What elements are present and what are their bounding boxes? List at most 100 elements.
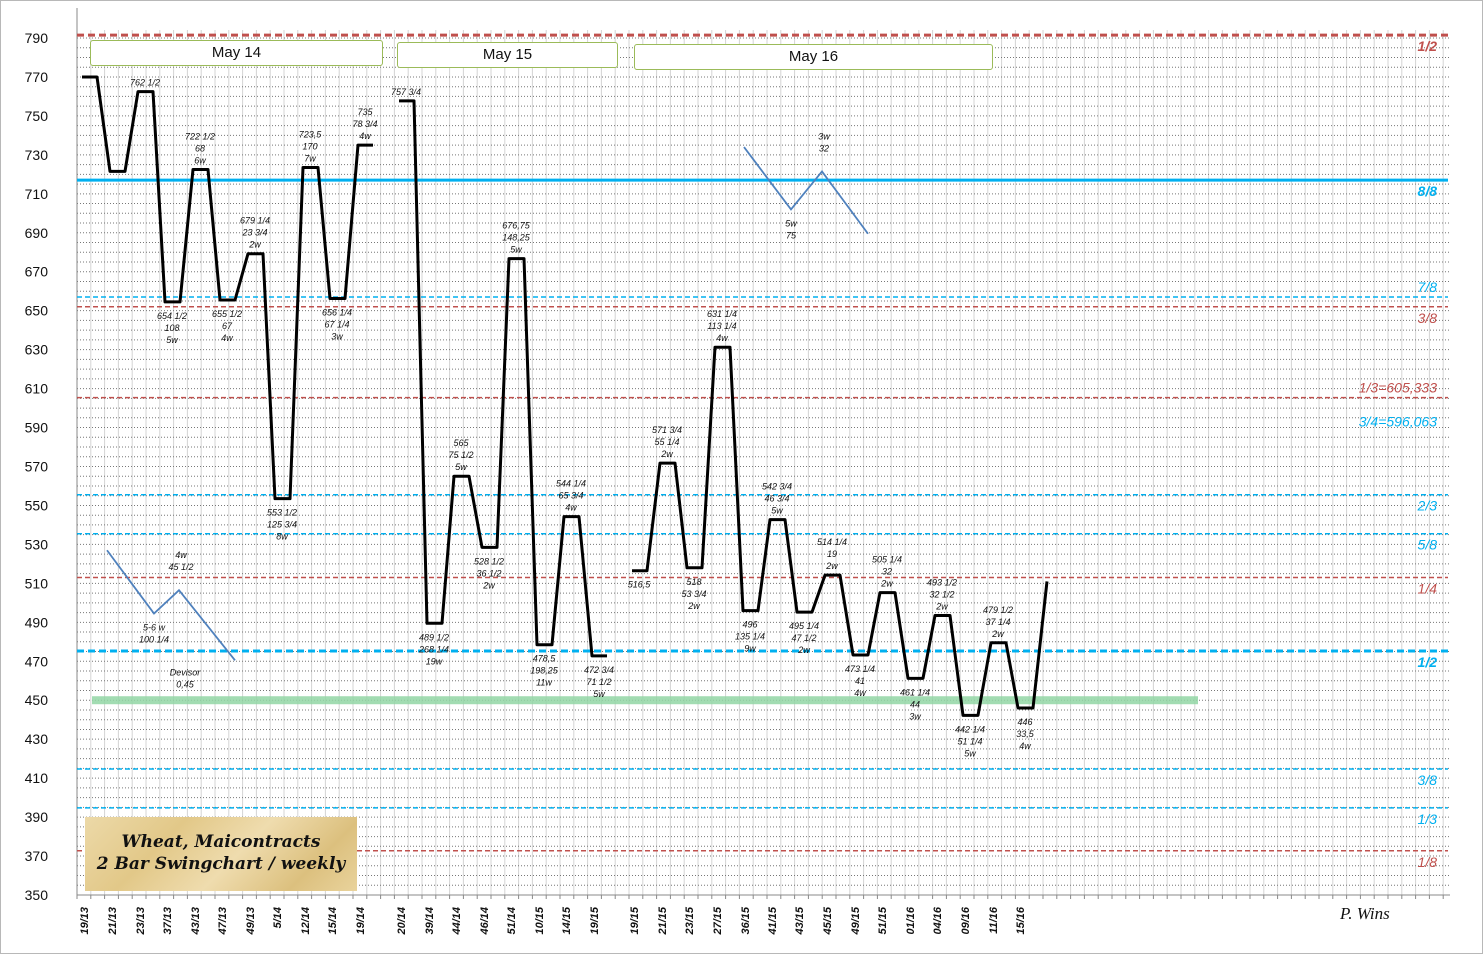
pattern-label: 4w [175,550,187,560]
level-label: 1/8 [1418,854,1438,870]
pivot-label: 442 1/4 [955,724,985,734]
pivot-label: 65 3/4 [558,491,583,501]
x-tick-label: 45/15 [822,906,834,935]
y-tick-label: 350 [25,887,49,903]
pivot-label: 78 3/4 [352,119,377,129]
pattern-label: 5w [785,218,797,228]
pivot-label: 51 1/4 [957,736,982,746]
y-tick-label: 670 [25,264,49,280]
y-tick-label: 790 [25,30,49,46]
y-tick-label: 730 [25,147,49,163]
pivot-label: 125 3/4 [267,520,297,530]
swing-line-segment [632,345,1049,717]
pivot-label: 33,5 [1016,729,1035,739]
pivot-label: 654 1/2 [157,311,187,321]
level-label: 1/3 [1418,811,1438,827]
y-tick-label: 530 [25,536,49,552]
x-tick-label: 27/15 [712,906,724,935]
pivot-label: 516,5 [628,580,652,590]
pivot-label: 495 1/4 [789,621,819,631]
pivot-label: 656 1/4 [322,308,352,318]
x-tick-label: 01/16 [905,906,917,934]
pivot-label: 493 1/2 [927,578,957,588]
pivot-label: 514 1/4 [817,537,847,547]
date-box-may-16: May 16 [634,44,993,70]
level-label: 1/3=605,333 [1359,380,1437,396]
level-label: 8/8 [1418,183,1438,199]
pivot-label: 11w [536,678,552,688]
pivot-label: 41 [855,676,865,686]
pivot-label: 2w [482,580,495,590]
pivot-label: 762 1/2 [130,78,160,88]
pivot-label: 446 [1017,717,1032,727]
y-tick-label: 770 [25,69,49,85]
level-label: 3/8 [1418,310,1438,326]
pivot-label: 2w [825,561,838,571]
support-band-450 [92,696,1198,705]
pivot-label: 170 [302,142,317,152]
pivot-label: 5w [510,245,522,255]
pivot-label: 47 1/2 [791,633,816,643]
x-tick-label: 12/14 [300,907,312,935]
pivot-label: 5w [964,748,976,758]
level-label: 3/4=596,063 [1359,414,1437,430]
pivot-label: 3w [909,711,921,721]
swing-pattern-line [743,146,869,235]
pattern-label: 45 1/2 [168,562,193,572]
y-tick-label: 590 [25,420,49,436]
pivot-label: 676,75 [502,221,531,231]
pattern-label: 3w [818,131,830,141]
swing-line-segment [399,99,607,658]
pivot-label: 2w [660,449,673,459]
y-tick-label: 490 [25,614,49,630]
pivot-label: 542 3/4 [762,482,792,492]
pivot-label: 544 1/4 [556,479,586,489]
pivot-label: 553 1/2 [267,508,297,518]
pivot-label: 2w [248,240,261,250]
swing-line-segment [82,75,373,501]
x-tick-label: 14/15 [561,906,573,934]
pivot-label: 8w [276,532,288,542]
swing-pattern-line [106,549,236,661]
pivot-label: 9w [744,644,756,654]
x-tick-label: 5/14 [272,907,284,928]
pivot-label: 67 1/4 [324,320,349,330]
pivot-label: 44 [910,699,920,709]
pivot-label: 505 1/4 [872,555,902,565]
x-tick-label: 19/14 [355,907,367,935]
date-box-may-15: May 15 [397,42,618,68]
x-tick-label: 36/15 [740,906,752,934]
y-tick-label: 550 [25,497,49,513]
x-tick-label: 43/15 [794,906,806,935]
pivot-label: 571 3/4 [652,425,682,435]
y-tick-label: 650 [25,303,49,319]
pivot-label: 2w [991,629,1004,639]
level-label: 1/4 [1418,581,1438,597]
pivot-label: 55 1/4 [654,437,679,447]
date-box-may-14: May 14 [90,40,383,66]
pivot-label: 36 1/2 [476,568,501,578]
pivot-label: 5w [166,335,178,345]
x-tick-label: 10/15 [534,906,546,934]
x-tick-label: 20/14 [396,907,408,936]
pivot-label: 722 1/2 [185,131,215,141]
pattern-label: 75 [786,230,797,240]
pivot-label: 461 1/4 [900,687,930,697]
pivot-label: 723,5 [299,130,323,140]
level-label: 7/8 [1418,279,1438,295]
pivot-label: 528 1/2 [474,556,504,566]
pattern-label: 100 1/4 [139,635,169,645]
pivot-label: 7w [304,154,316,164]
x-tick-label: 39/14 [424,907,436,935]
y-tick-label: 570 [25,459,49,475]
pattern-label: Devisor [170,667,202,677]
y-tick-label: 690 [25,225,49,241]
pivot-label: 631 1/4 [707,309,737,319]
x-tick-label: 21/13 [107,907,119,936]
x-tick-label: 21/15 [657,906,669,935]
pivot-label: 6w [194,155,206,165]
pivot-label: 655 1/2 [212,309,242,319]
y-tick-label: 370 [25,848,49,864]
pivot-label: 148,25 [502,233,531,243]
pivot-label: 2w [687,601,700,611]
